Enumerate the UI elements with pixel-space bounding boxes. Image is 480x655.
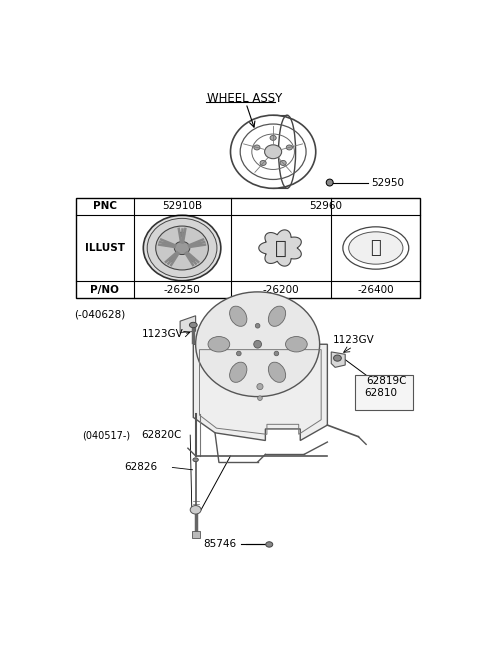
Ellipse shape [286,145,292,150]
Ellipse shape [190,257,195,261]
Ellipse shape [180,232,185,236]
Circle shape [254,341,262,348]
Circle shape [258,396,262,400]
Ellipse shape [286,337,307,352]
Ellipse shape [229,362,247,383]
Text: ILLUST: ILLUST [84,243,125,253]
Circle shape [237,351,241,356]
Ellipse shape [195,242,201,246]
Ellipse shape [193,458,198,462]
Ellipse shape [280,160,286,166]
Ellipse shape [229,306,247,326]
Ellipse shape [190,506,201,514]
Text: WHEEL ASSY: WHEEL ASSY [207,92,283,105]
Circle shape [326,179,333,186]
Polygon shape [193,345,327,441]
Ellipse shape [163,242,168,246]
Ellipse shape [268,306,286,326]
Text: ⓭: ⓭ [275,238,287,257]
Text: ⓭: ⓭ [371,239,381,257]
Text: 52960: 52960 [309,202,342,212]
Text: PNC: PNC [93,202,117,212]
Ellipse shape [254,145,260,150]
Circle shape [257,384,263,390]
Ellipse shape [156,226,208,270]
Text: -26400: -26400 [358,284,394,295]
Text: (040517-): (040517-) [82,430,130,440]
Ellipse shape [190,322,197,328]
Text: 1123GV: 1123GV [142,329,183,339]
Text: 62820C: 62820C [142,430,182,440]
Polygon shape [180,316,196,333]
Ellipse shape [348,232,403,264]
Text: 62819C: 62819C [366,376,407,386]
Ellipse shape [174,242,190,255]
Text: -26250: -26250 [164,284,201,295]
Ellipse shape [264,145,282,159]
Polygon shape [331,352,345,367]
Text: 52910B: 52910B [162,202,202,212]
Ellipse shape [343,227,409,269]
Ellipse shape [169,257,175,261]
Circle shape [255,324,260,328]
Polygon shape [259,230,301,266]
Bar [355,375,413,409]
Text: 85746: 85746 [204,540,237,550]
Ellipse shape [270,136,276,140]
Ellipse shape [147,218,217,278]
Ellipse shape [208,337,230,352]
Ellipse shape [266,542,273,547]
Ellipse shape [268,362,286,383]
Text: P/NO: P/NO [90,284,119,295]
Ellipse shape [144,215,221,281]
Text: -26200: -26200 [263,284,299,295]
Text: 62810: 62810 [365,388,397,398]
Ellipse shape [260,160,266,166]
Circle shape [274,351,279,356]
Text: 1123GV: 1123GV [333,335,374,345]
Bar [192,531,200,538]
Text: 52950: 52950 [372,178,405,187]
Text: (-040628): (-040628) [74,310,125,320]
Ellipse shape [334,355,341,361]
Ellipse shape [196,292,320,397]
Text: 62826: 62826 [124,462,157,472]
Bar [75,198,420,298]
